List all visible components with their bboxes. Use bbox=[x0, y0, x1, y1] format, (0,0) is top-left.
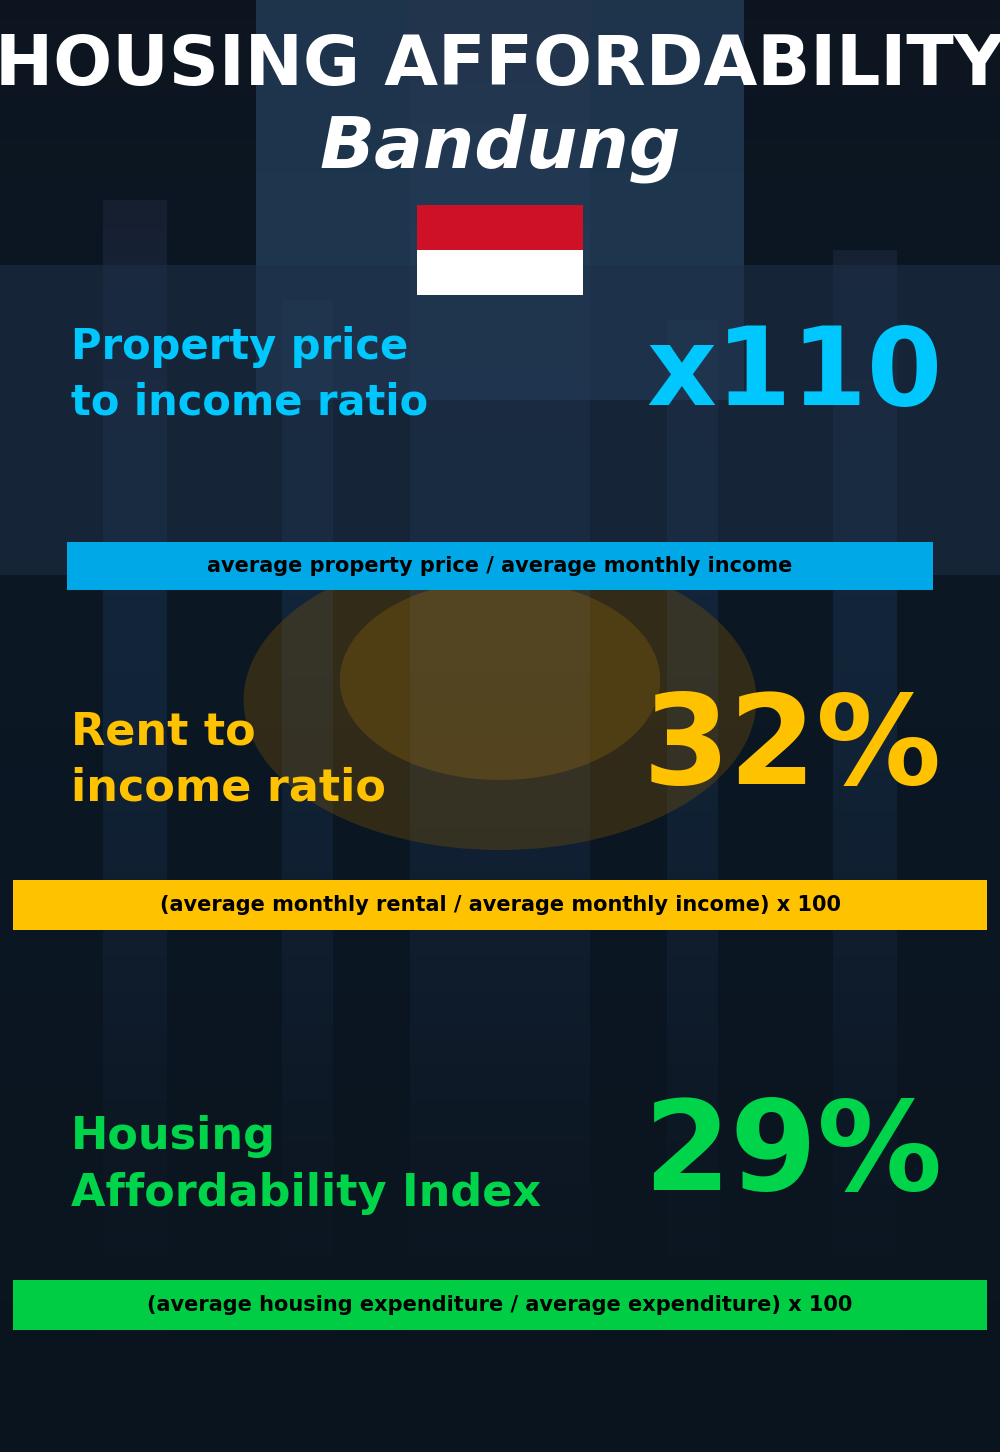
Polygon shape bbox=[0, 0, 410, 1452]
Bar bbox=[0, 266, 1000, 575]
Polygon shape bbox=[256, 0, 744, 399]
Text: 29%: 29% bbox=[643, 1095, 942, 1215]
Bar bbox=[13, 1281, 987, 1330]
Text: 32%: 32% bbox=[643, 690, 942, 810]
Bar bbox=[67, 542, 933, 590]
Text: (average housing expenditure / average expenditure) x 100: (average housing expenditure / average e… bbox=[147, 1295, 853, 1316]
Ellipse shape bbox=[340, 579, 660, 780]
Text: Property price
to income ratio: Property price to income ratio bbox=[71, 327, 428, 424]
Ellipse shape bbox=[244, 550, 756, 849]
Text: Housing
Affordability Index: Housing Affordability Index bbox=[71, 1115, 541, 1215]
Text: x110: x110 bbox=[646, 322, 942, 428]
Bar bbox=[417, 205, 583, 250]
Text: Bandung: Bandung bbox=[319, 113, 681, 183]
Text: average property price / average monthly income: average property price / average monthly… bbox=[207, 556, 793, 576]
Text: Rent to
income ratio: Rent to income ratio bbox=[71, 710, 385, 810]
Bar bbox=[13, 880, 987, 929]
Text: (average monthly rental / average monthly income) x 100: (average monthly rental / average monthl… bbox=[160, 894, 840, 915]
Bar bbox=[417, 250, 583, 295]
Text: HOUSING AFFORDABILITY: HOUSING AFFORDABILITY bbox=[0, 32, 1000, 99]
Polygon shape bbox=[590, 0, 1000, 1452]
